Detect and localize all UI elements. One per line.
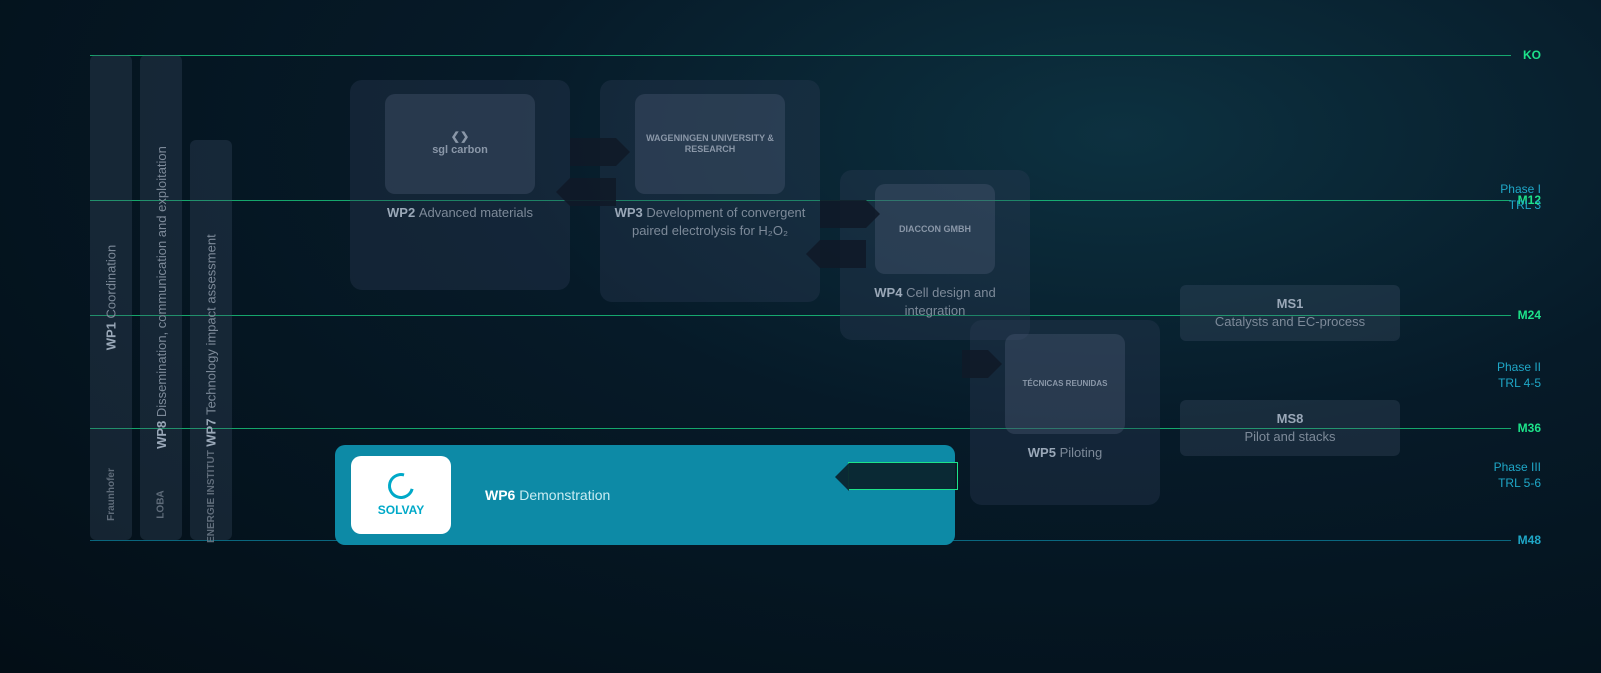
phase-label-3: Phase III TRL 5-6	[1494, 460, 1541, 491]
wp4-label: WP4 Cell design and integration	[854, 284, 1016, 319]
wp1-bar: WP1 Coordination Fraunhofer	[90, 55, 132, 540]
timeline-line-ko	[90, 55, 1511, 56]
wp8-label: WP8 Dissemination, communication and exp…	[154, 146, 169, 449]
ms8-block: MS8 Pilot and stacks	[1180, 400, 1400, 456]
ms1-block: MS1 Catalysts and EC-process	[1180, 285, 1400, 341]
arrow-right-icon	[962, 350, 988, 378]
wp6-block: SOLVAY WP6 Demonstration	[335, 445, 955, 545]
ms8-title: Pilot and stacks	[1244, 428, 1335, 446]
phase-1-trl: TRL 3	[1500, 198, 1541, 214]
wp4-block: DIACCON GMBH WP4 Cell design and integra…	[840, 170, 1030, 340]
solvay-icon	[383, 468, 419, 504]
wp2-logo: ❮❯ sgl carbon	[385, 94, 535, 194]
timeline-label-ko: KO	[1523, 48, 1541, 62]
ms1-title: Catalysts and EC-process	[1215, 313, 1365, 331]
wp5-block: TÉCNICAS REUNIDAS WP5 Piloting	[970, 320, 1160, 505]
phase-3-trl: TRL 5-6	[1494, 476, 1541, 492]
timeline-label-m48: M48	[1518, 533, 1541, 547]
wp7-bar: WP7 Technology impact assessment ENERGIE…	[190, 140, 232, 540]
wp7-label: WP7 Technology impact assessment	[204, 234, 219, 446]
arrow-left-icon	[820, 240, 866, 268]
timeline-label-m24: M24	[1518, 308, 1541, 322]
wp1-label: WP1 Coordination	[104, 245, 119, 351]
wp1-logo: Fraunhofer	[106, 468, 117, 521]
phase-2-name: Phase II	[1497, 360, 1541, 376]
phase-label-2: Phase II TRL 4-5	[1497, 360, 1541, 391]
wp3-logo: WAGENINGEN UNIVERSITY & RESEARCH	[635, 94, 785, 194]
wp3-label: WP3 Development of convergent paired ele…	[614, 204, 806, 239]
wp3-block: WAGENINGEN UNIVERSITY & RESEARCH WP3 Dev…	[600, 80, 820, 302]
diagram-canvas: KO M12 M24 M36 M48 Phase I TRL 3 Phase I…	[30, 30, 1571, 643]
arrow-right-icon	[570, 138, 616, 166]
arrow-right-icon	[820, 200, 866, 228]
wp7-logo: ENERGIE INSTITUT	[206, 450, 217, 543]
arrow-left-icon	[848, 462, 958, 490]
wp5-logo: TÉCNICAS REUNIDAS	[1005, 334, 1125, 434]
wp8-bar: WP8 Dissemination, communication and exp…	[140, 55, 182, 540]
wp6-logo: SOLVAY	[351, 456, 451, 534]
wp2-label: WP2 Advanced materials	[387, 204, 533, 222]
wp6-label: WP6 Demonstration	[485, 487, 610, 503]
sgl-carbon-icon: ❮❯	[451, 131, 469, 144]
wp5-label: WP5 Piloting	[1028, 444, 1102, 462]
ms1-code: MS1	[1277, 295, 1304, 313]
phase-2-trl: TRL 4-5	[1497, 376, 1541, 392]
wp2-block: ❮❯ sgl carbon WP2 Advanced materials	[350, 80, 570, 290]
wp4-logo: DIACCON GMBH	[875, 184, 995, 274]
wp8-logo: LOBA	[156, 490, 167, 518]
ms8-code: MS8	[1277, 410, 1304, 428]
phase-label-1: Phase I TRL 3	[1500, 182, 1541, 213]
timeline-label-m36: M36	[1518, 421, 1541, 435]
arrow-left-icon	[570, 178, 616, 206]
phase-1-name: Phase I	[1500, 182, 1541, 198]
phase-3-name: Phase III	[1494, 460, 1541, 476]
